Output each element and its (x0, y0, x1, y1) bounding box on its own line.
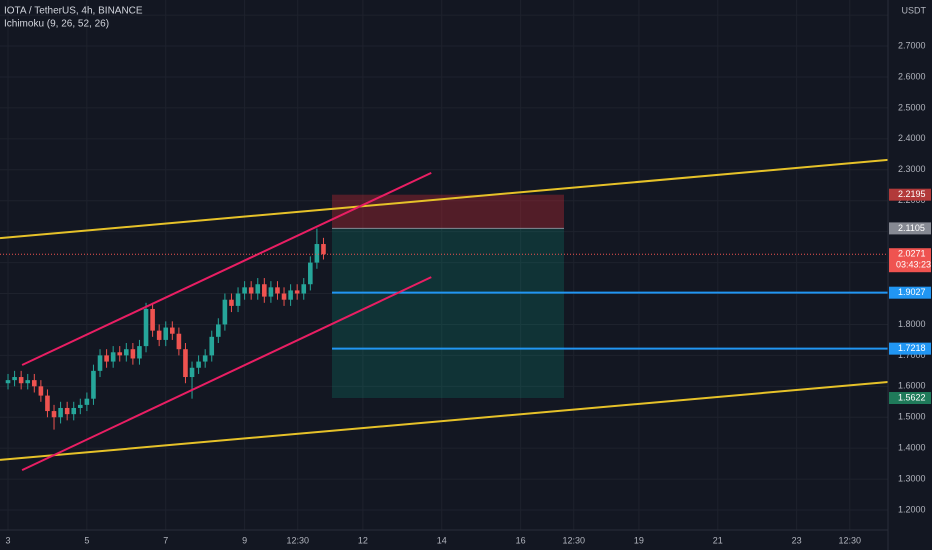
candle-body (301, 284, 307, 294)
unit-bg (898, 4, 928, 18)
y-tick-label: 2.5000 (898, 102, 926, 112)
candle-body (163, 327, 169, 340)
chart-title: IOTA / TetherUS, 4h, BINANCE (4, 6, 143, 17)
y-tick-label: 1.5000 (898, 412, 926, 422)
y-tick-label: 1.7000 (898, 350, 926, 360)
candle-body (91, 370, 96, 399)
candle-body (229, 299, 234, 306)
candle-body (78, 404, 83, 408)
candle-body (242, 287, 247, 294)
candle-body (51, 411, 57, 418)
candle-body (58, 407, 63, 418)
candle-body (170, 327, 175, 334)
candle-body (308, 262, 313, 285)
candle-body (294, 290, 300, 294)
candle-body (183, 349, 188, 378)
x-tick-label: 3 (6, 535, 11, 545)
candle-body (45, 395, 50, 412)
candle-body (150, 308, 155, 331)
countdown-label: 03:43:23 (896, 260, 931, 270)
candle-body (32, 380, 37, 387)
price-tag-label: 1.7218 (898, 343, 926, 353)
x-tick-label: 21 (713, 535, 723, 545)
x-tick-label: 7 (163, 535, 168, 545)
candle-body (104, 355, 109, 362)
trend-line (21, 276, 432, 472)
candle-body (196, 361, 201, 368)
y-tick-label: 1.6000 (898, 381, 926, 391)
y-tick-label: 1.2000 (898, 504, 926, 514)
trend-line (0, 158, 889, 240)
candle-body (97, 355, 103, 371)
candle-body (262, 284, 267, 297)
x-tick-label: 12:30 (562, 535, 585, 545)
candle-body (202, 355, 208, 362)
candle-body (275, 287, 280, 294)
y-tick-label: 2.7000 (898, 40, 926, 50)
candle-body (248, 287, 254, 294)
candle-body (110, 352, 116, 362)
trend-line (0, 380, 889, 461)
price-tag (889, 222, 931, 235)
x-tick-label: 12:30 (286, 535, 309, 545)
x-tick-label: 5 (84, 535, 89, 545)
candle-body (288, 290, 293, 300)
price-tag (889, 248, 931, 273)
price-tag-label: 1.9027 (898, 287, 926, 297)
price-tag-label: 1.5622 (898, 392, 926, 402)
candle-body (12, 377, 17, 381)
unit-label: USDT (902, 5, 927, 15)
candle-body (137, 346, 142, 359)
y-tick-label: 1.4000 (898, 443, 926, 453)
candle-body (84, 398, 90, 405)
candle-body (64, 407, 70, 415)
candle-body (321, 244, 326, 255)
x-tick-label: 12:30 (838, 535, 861, 545)
candle-body (18, 377, 24, 384)
candle-body (5, 380, 11, 384)
x-tick-label: 12 (358, 535, 368, 545)
candle-body (235, 293, 241, 306)
y-tick-label: 2.3000 (898, 164, 926, 174)
candle-body (209, 336, 215, 356)
x-tick-label: 14 (437, 535, 447, 545)
candle-body (117, 352, 123, 356)
price-tag (889, 188, 931, 201)
candle-body (71, 407, 77, 415)
candle-body (25, 380, 31, 384)
price-tag-label: 2.1105 (898, 223, 925, 233)
y-tick-label: 1.3000 (898, 473, 926, 483)
y-tick-label: 2.4000 (898, 133, 926, 143)
candle-body (281, 293, 287, 300)
target-zone (332, 228, 565, 399)
y-tick-label: 1.8000 (898, 319, 926, 329)
x-tick-label: 16 (516, 535, 526, 545)
price-tag-label: 2.0271 (898, 249, 926, 259)
candle-body (156, 330, 162, 340)
x-tick-label: 23 (792, 535, 802, 545)
candle-body (255, 284, 261, 294)
price-tag-label: 2.2195 (898, 189, 926, 199)
candle-body (216, 324, 221, 337)
candle-body (222, 299, 228, 325)
indicator-label: Ichimoku (9, 26, 52, 26) (4, 19, 109, 30)
candle-body (130, 349, 136, 359)
x-tick-label: 19 (634, 535, 644, 545)
candle-body (143, 308, 149, 347)
trend-line (21, 171, 432, 366)
x-tick-label: 9 (242, 535, 247, 545)
candle-body (189, 367, 195, 378)
candle-body (38, 386, 44, 396)
candle-body (176, 333, 182, 350)
price-tag (889, 286, 931, 299)
y-tick-label: 2.6000 (898, 71, 926, 81)
price-tag (889, 342, 931, 355)
stop-zone (332, 194, 565, 229)
price-tag (889, 392, 931, 405)
candle-body (124, 349, 129, 356)
candle-body (268, 287, 274, 297)
candle-body (314, 244, 320, 263)
